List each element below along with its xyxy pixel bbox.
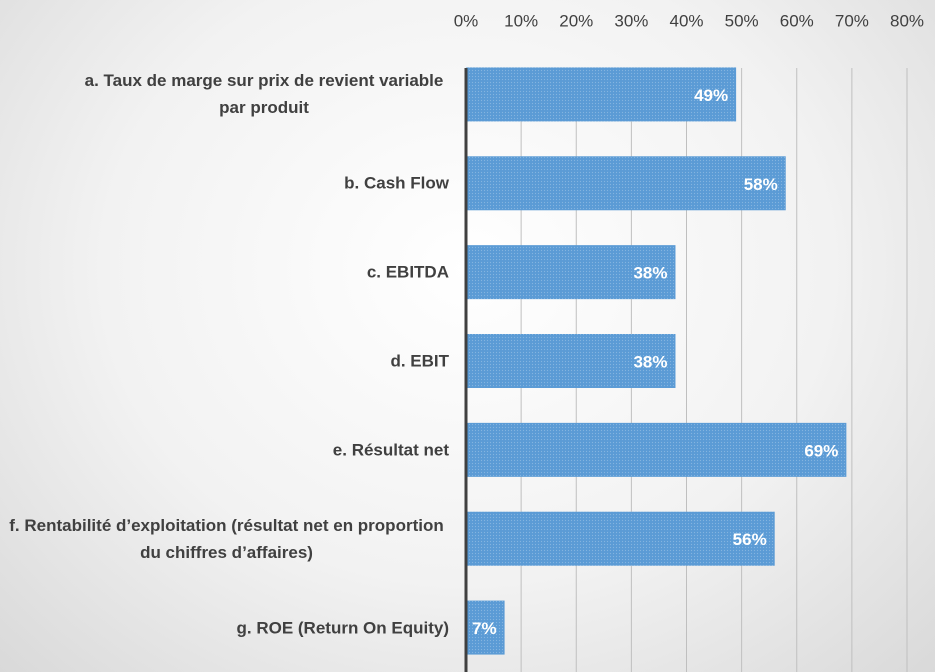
x-tick-label: 30% <box>614 11 648 30</box>
category-label: b. Cash Flow <box>344 173 449 193</box>
category-label: e. Résultat net <box>332 440 449 460</box>
category-label: a. Taux de marge sur prix de revient var… <box>84 71 444 118</box>
x-tick-label: 80% <box>890 11 924 30</box>
x-tick-label: 10% <box>504 11 538 30</box>
bar-texture <box>466 245 676 300</box>
bar-texture <box>466 600 505 655</box>
bar-texture <box>466 422 847 477</box>
x-tick-label: 20% <box>559 11 593 30</box>
data-label: 49% <box>694 86 728 105</box>
bar-texture <box>466 334 676 388</box>
data-label: 38% <box>633 264 667 283</box>
category-label: f. Rentabilité d’exploitation (résultat … <box>9 515 444 562</box>
x-tick-label: 40% <box>669 11 703 30</box>
category-label: g. ROE (Return On Equity) <box>236 618 450 638</box>
data-label: 7% <box>472 619 497 638</box>
category-label: d. EBIT <box>390 351 449 371</box>
data-label: 56% <box>733 530 767 549</box>
x-tick-label: 70% <box>835 11 869 30</box>
data-label: 69% <box>804 441 838 460</box>
data-label: 58% <box>744 175 778 194</box>
x-tick-label: 50% <box>725 11 759 30</box>
x-tick-label: 60% <box>780 11 814 30</box>
category-label: c. EBITDA <box>366 262 449 282</box>
data-label: 38% <box>633 352 667 371</box>
x-tick-label: 0% <box>454 11 479 30</box>
bar-texture <box>466 67 737 122</box>
bar-texture <box>466 156 786 211</box>
bar-texture <box>466 511 775 566</box>
